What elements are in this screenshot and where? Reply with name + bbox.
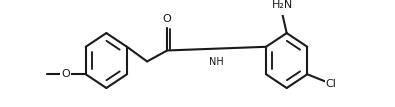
Text: NH: NH (209, 57, 224, 67)
Text: O: O (163, 14, 171, 24)
Text: O: O (61, 69, 70, 79)
Text: H₂N: H₂N (271, 0, 293, 10)
Text: Cl: Cl (325, 79, 337, 89)
